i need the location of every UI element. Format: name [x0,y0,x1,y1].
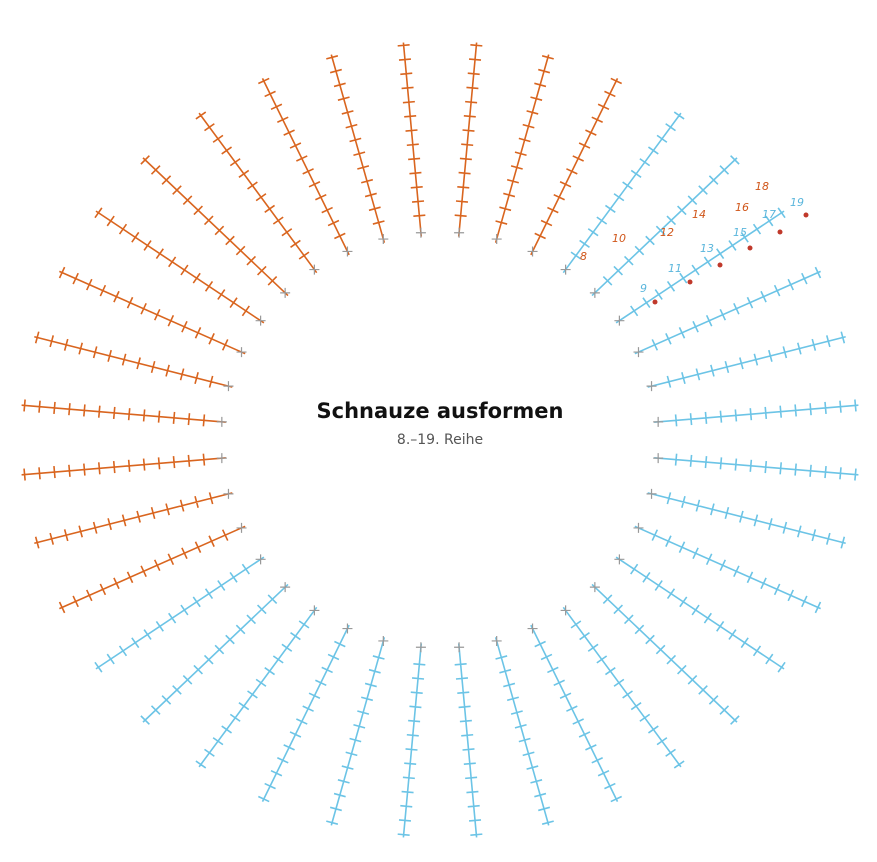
spoke [34,331,233,388]
spoke [21,453,226,481]
spoke [140,583,289,725]
stitch-spokes [21,42,859,838]
row-number: 11 [668,262,682,275]
start-stitch [378,234,389,245]
start-stitch [342,246,353,257]
spoke [34,492,233,549]
spoke [454,42,483,237]
row-dots [652,212,809,305]
row-number: 16 [735,201,749,214]
spoke [195,111,318,274]
spoke [94,556,265,673]
row-number: 13 [700,242,714,255]
spoke [58,525,246,614]
start-stitch [309,605,320,616]
spoke [647,492,846,549]
row-number: 19 [790,196,804,209]
row-number: 14 [692,208,706,221]
spoke [562,111,685,274]
start-stitch [653,453,664,464]
spoke [195,606,318,769]
spoke [454,643,483,838]
spoke [591,583,740,725]
start-stitch [342,623,353,634]
dot [652,299,658,305]
row-labels: 8 10 12 14 16 18 9 11 13 15 17 19 [580,180,804,295]
title: Schnauze ausformen [317,399,564,423]
row-number: 12 [660,226,674,239]
row-number: 17 [762,208,776,221]
spoke [591,155,740,297]
spoke [140,155,289,297]
spoke [634,266,822,355]
spoke [58,266,246,355]
start-stitch [633,347,644,358]
spoke [21,399,226,427]
spoke [326,637,386,826]
start-stitch [614,554,625,565]
start-stitch [280,582,291,593]
start-stitch [614,315,625,326]
start-stitch [560,605,571,616]
start-stitch [415,227,426,238]
start-stitch [223,381,234,392]
spoke [397,643,426,838]
start-stitch [527,246,538,257]
dot [777,229,783,235]
start-stitch [589,287,600,298]
start-stitch [653,416,664,427]
row-number: 9 [640,282,647,295]
start-stitch [223,488,234,499]
dot [717,262,723,268]
spoke [530,624,623,803]
spoke [397,42,426,237]
start-stitch [454,642,465,653]
spoke [530,77,623,256]
start-stitch [280,287,291,298]
start-stitch [454,227,465,238]
spoke [615,207,786,324]
row-number: 8 [580,250,587,263]
start-stitch [255,554,266,565]
start-stitch [527,623,538,634]
start-stitch [378,635,389,646]
spoke [654,453,859,481]
spoke [562,606,685,769]
dot [747,245,753,251]
start-stitch [309,264,320,275]
start-stitch [589,582,600,593]
start-stitch [236,347,247,358]
row-number: 15 [733,226,747,239]
spoke [257,624,350,803]
spoke [654,399,859,427]
dot [687,279,693,285]
start-stitch [236,522,247,533]
spoke [326,54,386,243]
spoke [634,525,822,614]
start-stitch [560,264,571,275]
start-stitch [646,488,657,499]
spoke [257,77,350,256]
row-number: 10 [612,232,626,245]
start-stitch [216,453,227,464]
subtitle: 8.–19. Reihe [397,432,483,448]
spoke [647,331,846,388]
row-number: 18 [755,180,769,193]
start-stitch [216,416,227,427]
spoke [494,637,554,826]
dot [803,212,809,218]
start-stitch [646,381,657,392]
spoke [615,556,786,673]
spoke [494,54,554,243]
start-stitch [491,635,502,646]
start-stitch [633,522,644,533]
spoke [94,207,265,324]
start-stitch [415,642,426,653]
start-stitch [491,234,502,245]
start-stitch [255,315,266,326]
